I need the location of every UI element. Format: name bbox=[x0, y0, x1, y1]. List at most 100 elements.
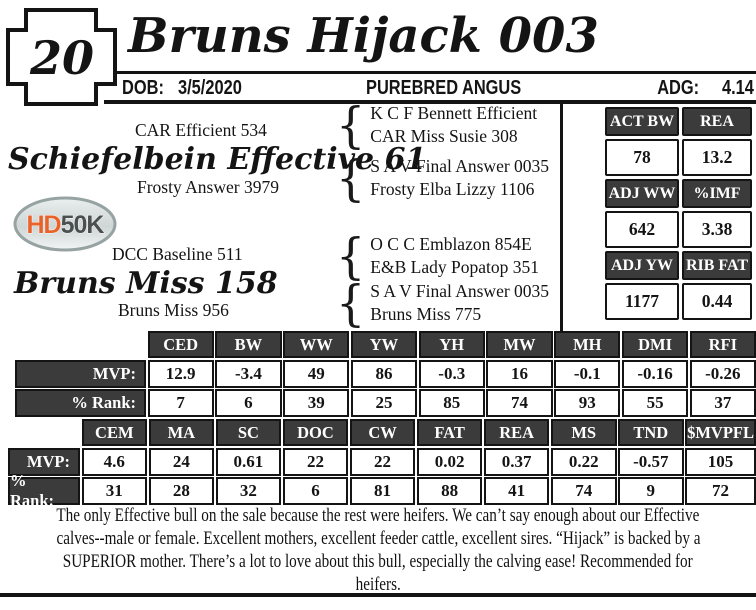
dob-value: 3/5/2020 bbox=[178, 77, 242, 99]
epd-rank-value: 7 bbox=[147, 389, 214, 417]
epd-rank-value: 37 bbox=[689, 389, 756, 417]
epd-mvp-value: 0.22 bbox=[550, 447, 617, 476]
sire-dam-parents: S A V Final Answer 0035 Frosty Elba Lizz… bbox=[336, 155, 549, 201]
sire-dam: Frosty Answer 3979 bbox=[137, 177, 279, 197]
animal-name-title: Bruns Hijack 003 bbox=[128, 8, 599, 64]
epd-col-header: CW bbox=[349, 419, 416, 446]
description-line: The only Effective bull on the sale beca… bbox=[56, 504, 700, 526]
sire-sire-parents: K C F Bennett Efficient CAR Miss Susie 3… bbox=[336, 102, 537, 148]
lot-number: 20 bbox=[29, 31, 94, 85]
stat-header: ADJ WW bbox=[605, 179, 679, 208]
dam-sire: DCC Baseline 511 bbox=[112, 244, 243, 264]
description-line: heifers. bbox=[355, 573, 401, 595]
epd-col-header: YW bbox=[350, 331, 418, 358]
epd-col-header: DMI bbox=[621, 331, 689, 358]
epd-rank-value: 93 bbox=[554, 389, 621, 417]
epd-col-header: MS bbox=[550, 419, 617, 446]
epd-mvp-value: -0.3 bbox=[418, 359, 485, 388]
epd-corner bbox=[15, 331, 146, 358]
brace-icon bbox=[336, 101, 365, 149]
stat-value: 3.38 bbox=[682, 211, 752, 248]
stat-header: REA bbox=[682, 107, 752, 136]
epd-mvp-value: 4.6 bbox=[81, 447, 148, 476]
epd-row-label-mvp: MVP: bbox=[15, 359, 146, 388]
epd-col-header: WW bbox=[283, 331, 350, 358]
hd50k-logo-text: HD50K bbox=[27, 211, 105, 239]
epd-col-header: SC bbox=[215, 419, 282, 446]
epd-col-header: REA bbox=[483, 419, 550, 446]
epd-rank-value: 85 bbox=[418, 389, 485, 417]
stat-value: 642 bbox=[605, 211, 679, 248]
epd-col-header: MH bbox=[554, 331, 621, 358]
epd-row-label-mvp: MVP: bbox=[8, 447, 80, 476]
epd-col-header: CEM bbox=[81, 419, 148, 446]
stat-header: ACT BW bbox=[605, 107, 679, 136]
stat-value: 1177 bbox=[605, 283, 679, 320]
dob-label: DOB: bbox=[122, 77, 164, 99]
epd-rank-value: 72 bbox=[685, 477, 756, 505]
pedigree-stats-divider bbox=[560, 100, 563, 332]
bottom-rule bbox=[0, 593, 756, 597]
breed-label: PUREBRED ANGUS bbox=[366, 77, 522, 99]
epd-mvp-value: 22 bbox=[349, 447, 416, 476]
epd-col-header: FAT bbox=[416, 419, 483, 446]
epd-rank-value: 6 bbox=[215, 389, 282, 417]
brace-icon bbox=[336, 232, 365, 280]
epd-mvp-value: 0.02 bbox=[416, 447, 483, 476]
epd-col-header: YH bbox=[418, 331, 485, 358]
description-line: calves--male or female. Excellent mother… bbox=[56, 527, 700, 549]
stat-value: 0.44 bbox=[682, 283, 752, 320]
stat-header: RIB FAT bbox=[682, 251, 752, 280]
epd-col-header: MA bbox=[148, 419, 215, 446]
dam-dam: Bruns Miss 956 bbox=[118, 300, 229, 320]
epd-mvp-value: 0.37 bbox=[483, 447, 550, 476]
epd-mvp-value: -0.57 bbox=[618, 447, 684, 476]
epd-col-header: RFI bbox=[689, 331, 756, 358]
epd-mvp-value: -0.16 bbox=[621, 359, 689, 388]
sire-sire: CAR Efficient 534 bbox=[135, 120, 267, 140]
epd-col-header: $MVPFL bbox=[685, 419, 756, 446]
stat-value: 13.2 bbox=[682, 139, 752, 176]
epd-mvp-value: -0.1 bbox=[554, 359, 621, 388]
epd-rank-value: 9 bbox=[618, 477, 684, 505]
stat-header: ADJ YW bbox=[605, 251, 679, 280]
epd-mvp-value: 24 bbox=[148, 447, 215, 476]
epd-mvp-value: 105 bbox=[685, 447, 756, 476]
epd-rank-value: 88 bbox=[416, 477, 483, 505]
stat-value: 78 bbox=[605, 139, 679, 176]
adg-field: ADG: 4.14 bbox=[648, 77, 754, 100]
header-rule bbox=[104, 100, 756, 104]
brace-icon bbox=[336, 279, 365, 327]
epd-col-header: MW bbox=[486, 331, 553, 358]
epd-rank-value: 31 bbox=[81, 477, 148, 505]
epd-mvp-value: -0.26 bbox=[689, 359, 756, 388]
epd-mvp-value: 0.61 bbox=[215, 447, 282, 476]
title-rule bbox=[114, 71, 756, 74]
dam-name: Bruns Miss 158 bbox=[14, 266, 278, 301]
epd-col-header: DOC bbox=[282, 419, 349, 446]
dam-sire-parents: O C C Emblazon 854E E&B Lady Popatop 351 bbox=[336, 233, 539, 279]
epd-col-header: CED bbox=[147, 331, 214, 358]
epd-col-header: BW bbox=[215, 331, 282, 358]
dam-dam-parents: S A V Final Answer 0035 Bruns Miss 775 bbox=[336, 280, 549, 326]
epd-row-label-rank: % Rank: bbox=[15, 389, 146, 417]
epd-rank-value: 28 bbox=[148, 477, 215, 505]
stat-header: %IMF bbox=[682, 179, 752, 208]
hd50k-logo: HD50K bbox=[13, 196, 117, 252]
epd-corner bbox=[8, 419, 80, 446]
epd-mvp-value: 22 bbox=[282, 447, 349, 476]
epd-table-2: CEM MA SC DOC CW FAT REA MS TND $MVPFL MVP: 4.6 24 0.… bbox=[8, 419, 756, 510]
brace-icon bbox=[336, 154, 365, 202]
epd-row-label-rank: % Rank: bbox=[8, 471, 80, 510]
epd-rank-value: 6 bbox=[282, 477, 349, 505]
epd-mvp-value: 49 bbox=[283, 359, 350, 388]
epd-mvp-value: -3.4 bbox=[215, 359, 282, 388]
epd-mvp-value: 86 bbox=[350, 359, 418, 388]
epd-mvp-value: 16 bbox=[486, 359, 553, 388]
epd-table-1: CED BW WW YW YH MW MH DMI RFI MVP: 12.9 -3.4 49 86 -0.… bbox=[15, 331, 756, 417]
epd-rank-value: 32 bbox=[215, 477, 282, 505]
epd-col-header: TND bbox=[618, 419, 684, 446]
description-line: SUPERIOR mother. There’s a lot to love a… bbox=[63, 550, 693, 572]
epd-rank-value: 39 bbox=[283, 389, 350, 417]
